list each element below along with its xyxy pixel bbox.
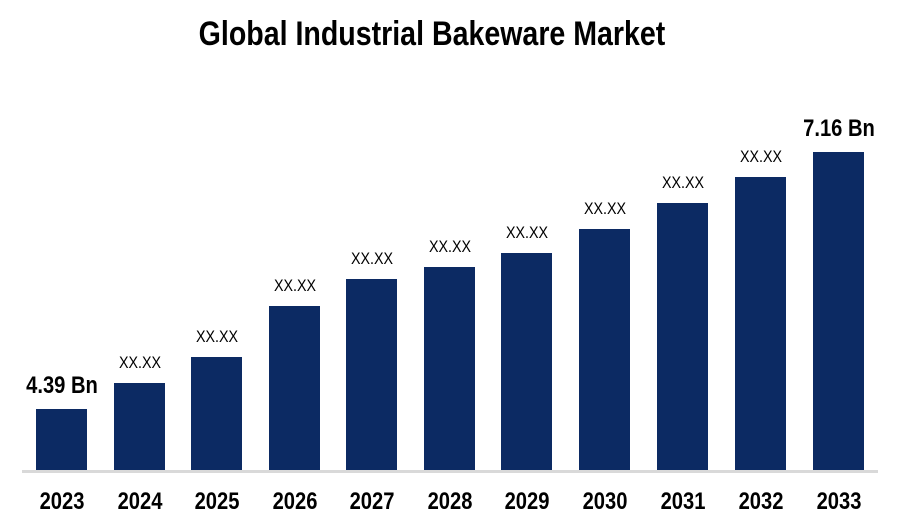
x-axis-tick-label-2023: 2023 [39, 488, 84, 515]
bar-2033 [813, 152, 864, 470]
x-axis-tick-label-2033: 2033 [816, 488, 861, 515]
x-axis-tick-label-2025: 2025 [194, 488, 239, 515]
bar-2023 [36, 409, 87, 470]
bar-2031 [657, 203, 708, 470]
bar-2026 [269, 306, 320, 470]
x-axis-tick-label-2028: 2028 [427, 488, 472, 515]
x-axis-tick-label-2032: 2032 [738, 488, 783, 515]
x-axis-line [22, 470, 878, 473]
bar-value-label-2023: 4.39 Bn [25, 371, 98, 399]
bar-value-label-2028: XX.XX [428, 237, 471, 257]
x-axis-tick-label-2027: 2027 [349, 488, 394, 515]
bar-value-label-2027: XX.XX [350, 249, 393, 269]
bar-value-label-2026: XX.XX [273, 276, 316, 296]
bar-2032 [735, 177, 786, 470]
x-axis-tick-label-2024: 2024 [117, 488, 162, 515]
bar-2027 [346, 279, 397, 470]
bar-value-label-2024: XX.XX [118, 353, 161, 373]
chart-title: Global Industrial Bakeware Market [198, 15, 666, 53]
x-axis-tick-label-2026: 2026 [272, 488, 317, 515]
bar-2030 [579, 229, 630, 470]
bar-value-label-2025: XX.XX [195, 327, 238, 347]
bar-value-label-2029: XX.XX [505, 223, 548, 243]
bar-value-label-2030: XX.XX [583, 199, 626, 219]
bar-2024 [114, 383, 165, 470]
x-axis-tick-label-2030: 2030 [582, 488, 627, 515]
x-axis-tick-label-2029: 2029 [504, 488, 549, 515]
bar-2025 [191, 357, 242, 470]
bar-value-label-2032: XX.XX [739, 147, 782, 167]
bar-2029 [501, 253, 552, 470]
x-axis-tick-label-2031: 2031 [660, 488, 705, 515]
bar-2028 [424, 267, 475, 470]
bar-value-label-2033: 7.16 Bn [802, 114, 875, 142]
bar-value-label-2031: XX.XX [661, 173, 704, 193]
